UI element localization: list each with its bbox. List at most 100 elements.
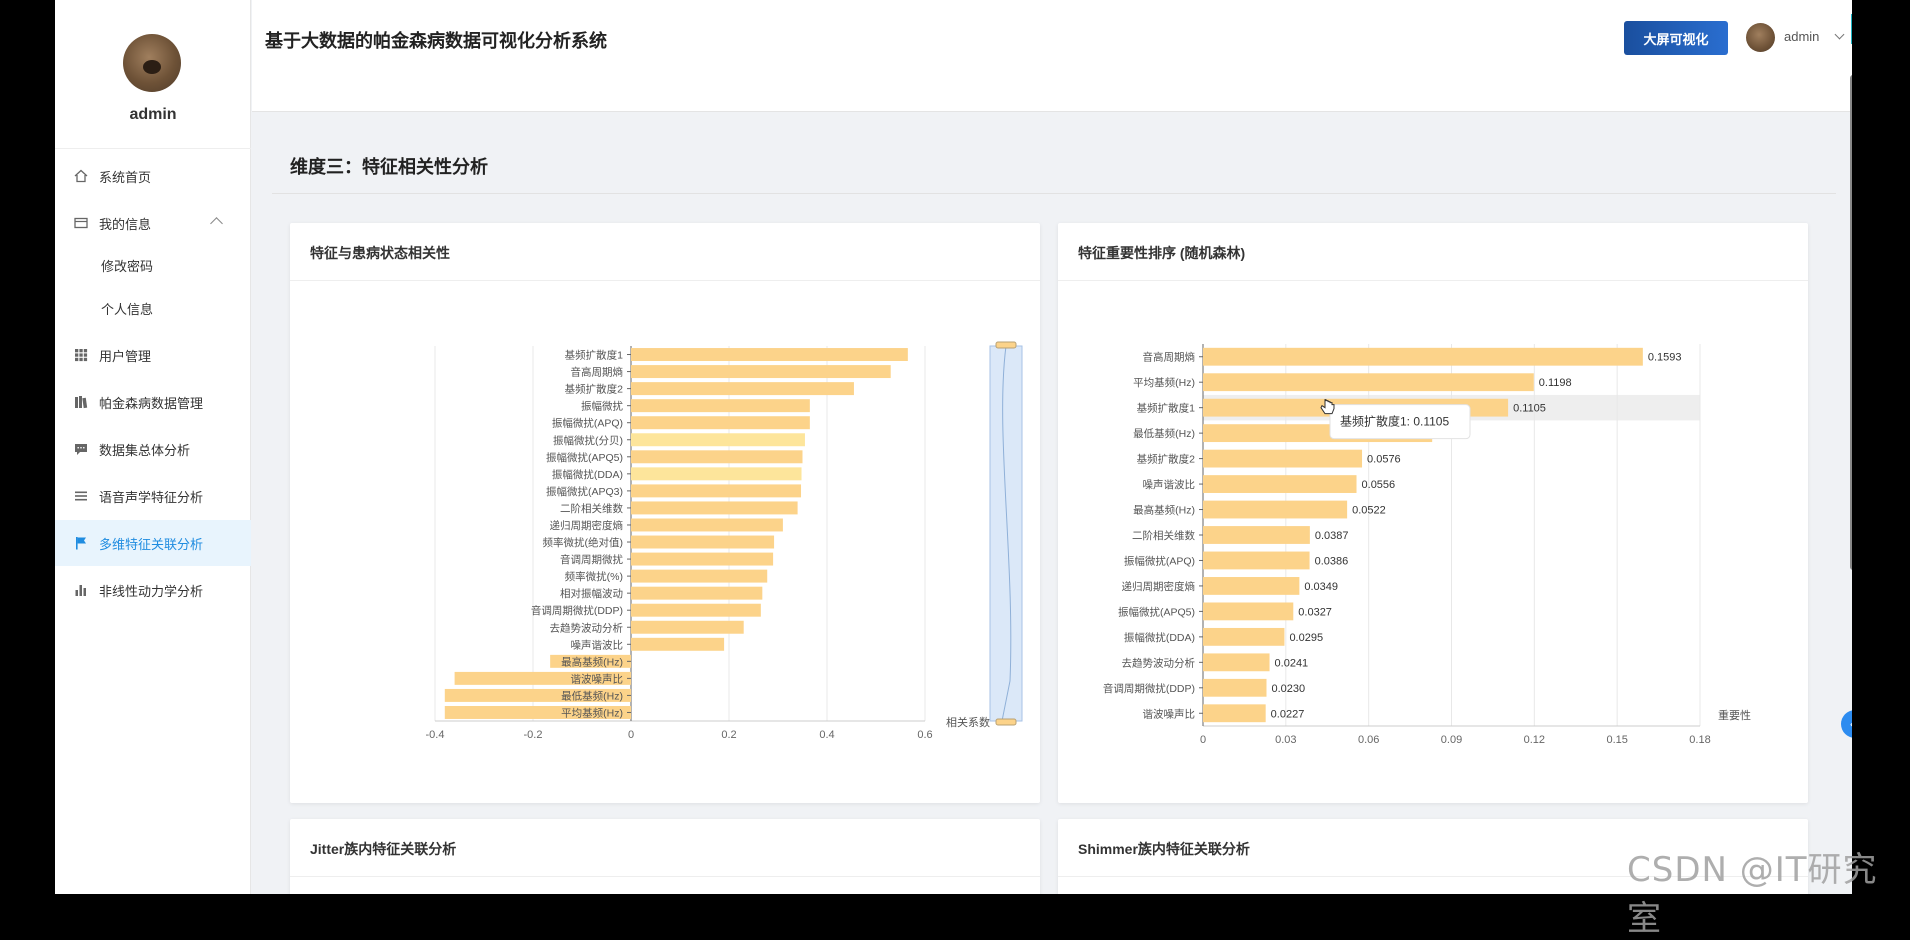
sidebar-item-my-info[interactable]: 我的信息 — [55, 200, 251, 246]
sidebar-username: admin — [129, 106, 177, 123]
user-avatar[interactable] — [123, 34, 181, 92]
y-tick-label: 频率微扰(%) — [565, 570, 623, 583]
data-label: 0.0295 — [1289, 632, 1323, 644]
sidebar-item-correlation-analysis[interactable]: 多维特征关联分析 — [55, 520, 251, 566]
y-tick-label: 基频扩散度2 — [565, 383, 623, 396]
correlation-card: 特征与患病状态相关性 -0.4 -0.2 0 0.2 0.4 0.6 基频扩散度1 音高周期熵… — [290, 223, 1040, 803]
importance-chart[interactable]: 0 0.03 0.06 0.09 0.12 0.15 0.18 音高周期熵 0.1593 平均基频… — [1058, 281, 1808, 801]
data-label: 0.1105 — [1513, 403, 1546, 415]
bar — [1203, 704, 1266, 723]
big-screen-button[interactable]: 大屏可视化 — [1624, 21, 1728, 55]
id-card-icon — [73, 215, 89, 231]
sidebar-item-nonlinear-analysis[interactable]: 非线性动力学分析 — [55, 567, 251, 613]
x-tick-label: -0.4 — [426, 729, 445, 741]
bar-chart-icon — [73, 582, 89, 598]
sidebar-item-home[interactable]: 系统首页 — [55, 153, 251, 199]
y-tick-label: 二阶相关维数 — [1132, 529, 1195, 542]
x-axis-label: 重要性 — [1718, 708, 1751, 722]
bar — [631, 586, 763, 600]
header-username[interactable]: admin — [1784, 29, 1820, 44]
bar — [631, 416, 810, 430]
y-tick-label: 最低基频(Hz) — [561, 689, 623, 702]
bar — [1203, 500, 1348, 519]
app-window: admin 系统首页 我的信息 修改密码 个人信息 用户管理 — [55, 0, 1852, 894]
collapse-arrow-icon[interactable]: ‹ — [1841, 710, 1852, 738]
datazoom-slider — [989, 345, 1023, 722]
header-avatar[interactable] — [1746, 23, 1775, 52]
bar — [444, 688, 631, 702]
x-tick-label: 0.4 — [819, 729, 834, 741]
x-tick-label: 0.18 — [1689, 734, 1710, 746]
data-label: 0.0230 — [1272, 683, 1306, 695]
flag-icon — [73, 535, 89, 551]
cursor-hand-icon — [1320, 399, 1335, 415]
bar — [631, 518, 783, 532]
bar — [1203, 678, 1267, 697]
y-tick-label: 基频扩散度2 — [1137, 453, 1195, 466]
bar — [1203, 373, 1534, 392]
data-label: 0.0227 — [1271, 708, 1305, 720]
watermark: CSDN @IT研究室 — [1627, 850, 1878, 939]
bar — [631, 348, 908, 361]
x-axis-label: 相关系数 — [946, 715, 990, 729]
sidebar-item-dataset-analysis[interactable]: 数据集总体分析 — [55, 426, 251, 472]
message-icon — [73, 441, 89, 457]
sidebar-item-change-password[interactable]: 修改密码 — [55, 242, 251, 288]
bar — [631, 365, 891, 379]
y-tick-label: 谐波噪声比 — [1143, 707, 1196, 720]
y-tick-label: 平均基频(Hz) — [561, 706, 623, 719]
card-title: Shimmer族内特征关联分析 — [1078, 841, 1250, 857]
books-icon — [73, 394, 89, 410]
y-tick-label: 音调周期微扰(DDP) — [531, 604, 623, 617]
bar — [631, 603, 761, 617]
sidebar-item-label: 帕金森病数据管理 — [99, 395, 204, 411]
y-tick-label: 平均基频(Hz) — [1133, 376, 1195, 389]
bar — [1203, 526, 1310, 544]
jitter-card: Jitter族内特征关联分析 — [290, 819, 1040, 894]
bar — [1203, 577, 1300, 595]
side-tab-marker — [1851, 14, 1852, 44]
importance-card: 特征重要性排序 (随机森林) 0 0.03 0.06 0.09 0.12 0.15 0.18… — [1058, 223, 1808, 803]
y-tick-label: 音高周期熵 — [571, 366, 624, 379]
sidebar-item-personal-info[interactable]: 个人信息 — [55, 285, 251, 331]
sidebar-item-acoustic-analysis[interactable]: 语音声学特征分析 — [55, 473, 251, 519]
y-tick-label: 去趋势波动分析 — [1122, 656, 1196, 669]
sidebar-item-user-management[interactable]: 用户管理 — [55, 332, 251, 378]
card-divider — [290, 876, 1040, 877]
x-tick-label: 0.03 — [1275, 734, 1296, 746]
y-tick-label: 噪声谐波比 — [571, 638, 624, 651]
shimmer-card: Shimmer族内特征关联分析 — [1058, 819, 1808, 894]
sidebar-item-label: 多维特征关联分析 — [99, 536, 204, 552]
card-divider — [290, 280, 1040, 281]
y-tick-label: 振幅微扰(DDA) — [1124, 631, 1195, 644]
sidebar-item-data-management[interactable]: 帕金森病数据管理 — [55, 379, 251, 425]
x-tick-label: 0.6 — [917, 729, 932, 741]
y-tick-label: 振幅微扰(APQ3) — [546, 485, 623, 498]
bar — [1203, 347, 1643, 366]
x-tick-label: 0.06 — [1358, 734, 1379, 746]
chevron-down-icon[interactable] — [1834, 29, 1845, 40]
y-tick-label: 最低基频(Hz) — [1133, 427, 1195, 440]
section-title: 维度三：特征相关性分析 — [290, 157, 488, 177]
datazoom-handle-bottom — [995, 718, 1017, 726]
y-tick-label: 噪声谐波比 — [1143, 478, 1196, 491]
section-divider — [272, 193, 1836, 194]
bar — [1203, 551, 1310, 570]
page-scrollbar[interactable] — [1850, 75, 1852, 570]
data-label: 0.0576 — [1367, 454, 1401, 466]
bar — [1203, 602, 1294, 621]
bar — [1203, 449, 1363, 468]
x-tick-label: 0.15 — [1606, 734, 1627, 746]
bar — [631, 501, 798, 515]
x-tick-label: 0.09 — [1441, 734, 1462, 746]
bar — [631, 535, 775, 549]
bar — [631, 620, 744, 634]
bar — [454, 671, 631, 685]
bar — [1203, 653, 1270, 672]
bar — [631, 450, 803, 464]
y-tick-label: 音调周期微扰 — [560, 553, 623, 566]
y-tick-label: 振幅微扰(DDA) — [552, 468, 623, 481]
y-tick-label: 振幅微扰(分贝) — [553, 434, 623, 447]
y-tick-label: 递归周期密度熵 — [550, 519, 624, 532]
